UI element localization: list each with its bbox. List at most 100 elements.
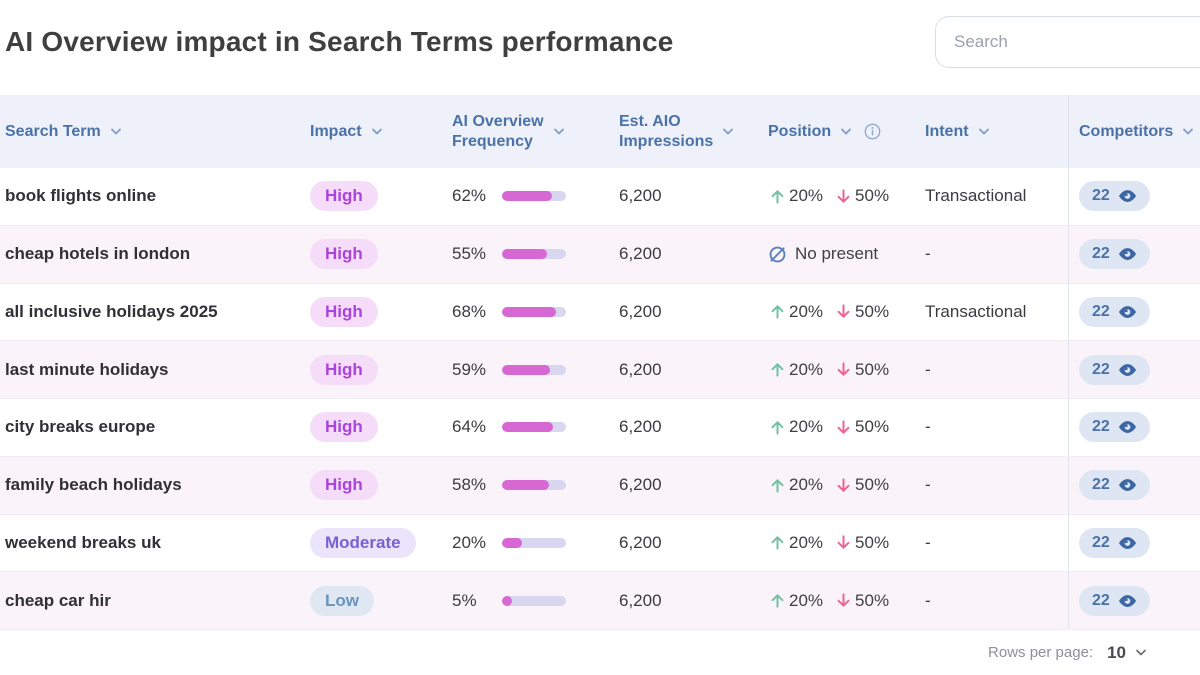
impact-badge: High xyxy=(310,412,378,443)
table-row[interactable]: cheap car hir Low 5% 6,200 20% 50% xyxy=(0,572,1200,630)
column-header-ai-overview-frequency[interactable]: AI Overview Frequency xyxy=(452,112,619,150)
chevron-down-icon xyxy=(978,128,990,136)
frequency-value: 59% xyxy=(452,359,487,379)
arrow-down-icon xyxy=(834,187,853,206)
table-row[interactable]: all inclusive holidays 2025 High 68% 6,2… xyxy=(0,283,1200,342)
no-present-label: No present xyxy=(795,244,879,264)
table-row[interactable]: cheap hotels in london High 55% 6,200 No… xyxy=(0,225,1200,284)
eye-icon xyxy=(1118,305,1137,319)
position-down-value: 50% xyxy=(855,590,890,610)
table-row[interactable]: last minute holidays High 59% 6,200 20% xyxy=(0,341,1200,399)
position-none: No present xyxy=(768,244,878,264)
competitors-pill[interactable]: 22 xyxy=(1079,412,1150,443)
competitors-count: 22 xyxy=(1092,360,1110,378)
competitors-pill[interactable]: 22 xyxy=(1079,585,1150,616)
competitors-count: 22 xyxy=(1092,302,1110,320)
position-change: 20% 50% xyxy=(768,591,889,611)
eye-icon xyxy=(1118,536,1137,550)
impressions-cell: 6,200 xyxy=(619,591,768,611)
search-term-text: book flights online xyxy=(5,186,157,206)
frequency-bar xyxy=(502,422,566,433)
position-cell: 20% 50% xyxy=(768,591,925,611)
competitors-cell: 22 xyxy=(1068,572,1200,629)
eye-icon xyxy=(1118,189,1137,203)
column-label: AI Overview Frequency xyxy=(452,113,544,150)
intent-cell: - xyxy=(925,475,1068,495)
arrow-up-icon xyxy=(768,533,787,552)
frequency-bar xyxy=(502,595,566,606)
impact-cell: High xyxy=(310,181,452,212)
competitors-pill[interactable]: 22 xyxy=(1079,181,1150,212)
competitors-count: 22 xyxy=(1092,591,1110,609)
intent-value: - xyxy=(925,532,931,552)
position-cell: 20% 50% xyxy=(768,417,925,437)
position-cell: 20% 50% xyxy=(768,475,925,495)
competitors-count: 22 xyxy=(1092,476,1110,494)
frequency-bar xyxy=(502,306,566,317)
competitors-pill[interactable]: 22 xyxy=(1079,527,1150,558)
competitors-pill[interactable]: 22 xyxy=(1079,239,1150,270)
table-row[interactable]: family beach holidays High 58% 6,200 20% xyxy=(0,456,1200,515)
column-header-est-aio-impressions[interactable]: Est. AIO Impressions xyxy=(619,112,768,150)
search-term-text: all inclusive holidays 2025 xyxy=(5,301,218,321)
chevron-down-icon xyxy=(553,128,565,136)
impressions-cell: 6,200 xyxy=(619,244,768,264)
position-up-value: 20% xyxy=(789,417,824,437)
position-down-value: 50% xyxy=(855,475,890,495)
competitors-pill[interactable]: 22 xyxy=(1079,296,1150,327)
table-header: Search Term Impact AI Overview Frequency… xyxy=(0,95,1200,168)
competitors-cell: 22 xyxy=(1068,399,1200,456)
position-change: 20% 50% xyxy=(768,302,889,322)
position-change: 20% 50% xyxy=(768,533,889,553)
table-row[interactable]: book flights online High 62% 6,200 20% xyxy=(0,168,1200,226)
position-down-value: 50% xyxy=(855,532,890,552)
chevron-down-icon xyxy=(722,128,734,136)
search-term-text: cheap car hir xyxy=(5,590,111,610)
impact-cell: High xyxy=(310,470,452,501)
position-up-value: 20% xyxy=(789,186,824,206)
info-icon[interactable] xyxy=(864,123,881,140)
column-header-position[interactable]: Position xyxy=(768,122,925,141)
frequency-value: 58% xyxy=(452,475,487,495)
no-present-icon xyxy=(768,245,787,264)
eye-icon xyxy=(1118,420,1137,434)
search-term-text: family beach holidays xyxy=(5,475,182,495)
frequency-bar xyxy=(502,364,566,375)
frequency-bar-fill xyxy=(502,191,553,202)
position-up-value: 20% xyxy=(789,532,824,552)
impressions-value: 6,200 xyxy=(619,475,662,495)
impressions-cell: 6,200 xyxy=(619,417,768,437)
search-input[interactable] xyxy=(935,16,1200,68)
column-label: Position xyxy=(768,122,832,140)
table-row[interactable]: weekend breaks uk Moderate 20% 6,200 20% xyxy=(0,514,1200,573)
impact-cell: Moderate xyxy=(310,527,452,558)
column-header-competitors[interactable]: Competitors xyxy=(1068,95,1200,168)
chevron-down-icon xyxy=(840,128,852,136)
column-header-intent[interactable]: Intent xyxy=(925,122,1068,141)
eye-icon xyxy=(1118,363,1137,377)
position-cell: 20% 50% xyxy=(768,533,925,553)
topbar: AI Overview impact in Search Terms perfo… xyxy=(0,0,1200,95)
column-header-search-term[interactable]: Search Term xyxy=(5,122,310,141)
impressions-value: 6,200 xyxy=(619,590,662,610)
frequency-cell: 55% xyxy=(452,244,619,264)
arrow-down-icon xyxy=(834,302,853,321)
impact-badge: High xyxy=(310,296,378,327)
arrow-up-icon xyxy=(768,187,787,206)
competitors-pill[interactable]: 22 xyxy=(1079,470,1150,501)
impact-badge: High xyxy=(310,239,378,270)
competitors-count: 22 xyxy=(1092,187,1110,205)
position-down-value: 50% xyxy=(855,186,890,206)
impact-badge: Low xyxy=(310,585,374,616)
rows-per-page-select[interactable]: 10 xyxy=(1107,643,1147,663)
column-header-impact[interactable]: Impact xyxy=(310,122,452,141)
intent-value: - xyxy=(925,359,931,379)
competitors-pill[interactable]: 22 xyxy=(1079,354,1150,385)
arrow-up-icon xyxy=(768,302,787,321)
table-row[interactable]: city breaks europe High 64% 6,200 20% xyxy=(0,399,1200,457)
competitors-count: 22 xyxy=(1092,533,1110,551)
frequency-value: 64% xyxy=(452,417,487,437)
eye-icon xyxy=(1118,594,1137,608)
competitors-count: 22 xyxy=(1092,418,1110,436)
impressions-value: 6,200 xyxy=(619,244,662,264)
